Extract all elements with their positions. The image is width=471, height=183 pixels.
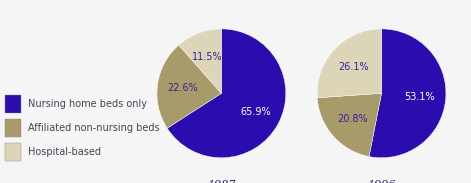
Text: 22.6%: 22.6% (168, 83, 198, 93)
Wedge shape (179, 29, 221, 93)
Text: 53.1%: 53.1% (405, 92, 435, 102)
Wedge shape (317, 29, 382, 98)
Text: 65.9%: 65.9% (240, 107, 271, 117)
Text: 20.8%: 20.8% (337, 114, 368, 124)
Text: Hospital-based: Hospital-based (28, 147, 101, 157)
Wedge shape (369, 29, 446, 158)
Text: 1987: 1987 (207, 180, 236, 183)
Text: Affiliated non-nursing beds: Affiliated non-nursing beds (28, 123, 160, 133)
Text: 11.5%: 11.5% (192, 52, 223, 62)
Text: 1996: 1996 (367, 180, 396, 183)
Wedge shape (317, 93, 382, 156)
Text: 26.1%: 26.1% (338, 62, 369, 72)
Wedge shape (167, 29, 286, 158)
Wedge shape (157, 45, 221, 128)
Text: Nursing home beds only: Nursing home beds only (28, 99, 147, 109)
